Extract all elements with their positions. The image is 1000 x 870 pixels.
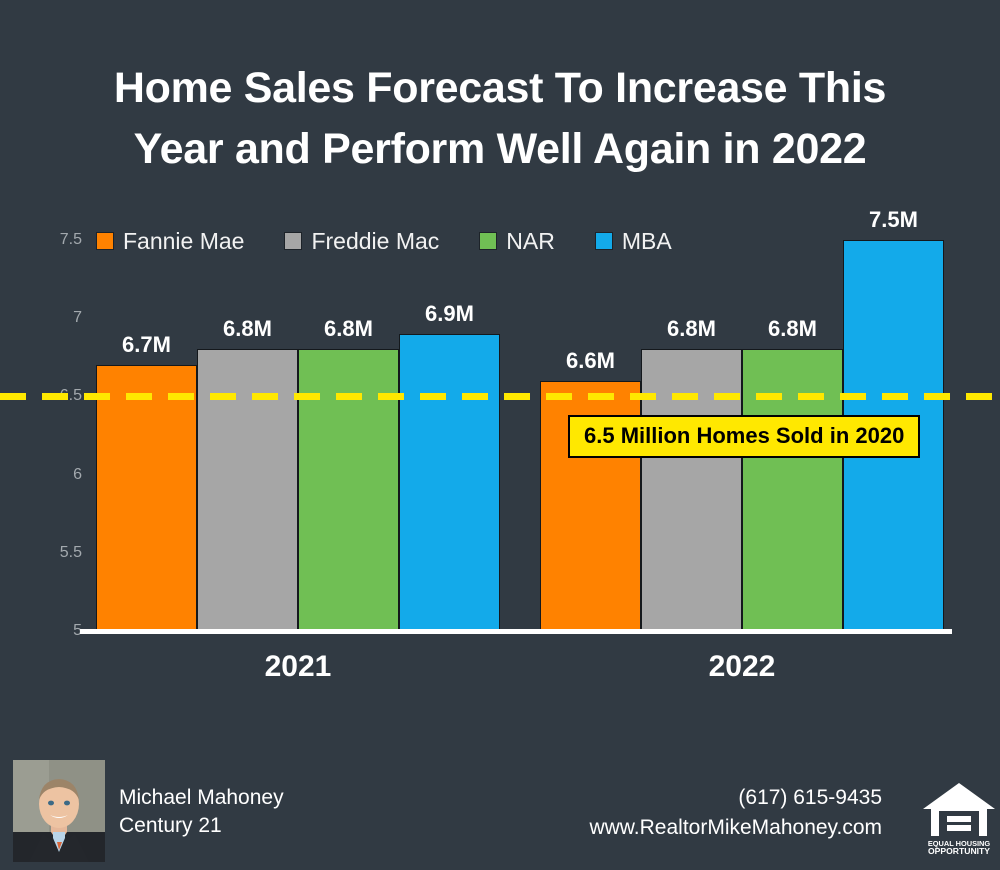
equal-housing-icon: EQUAL HOUSING OPPORTUNITY — [923, 783, 995, 856]
bar-value-label: 7.5M — [869, 207, 918, 232]
contact-info: (617) 615-9435 www.RealtorMikeMahoney.co… — [589, 783, 882, 843]
legend-swatch-icon — [594, 232, 613, 250]
bar-value-label: 6.8M — [324, 316, 373, 342]
reference-line-dashed — [0, 393, 1000, 401]
headshot-illustration — [13, 760, 105, 862]
bar-value-label: 6.9M — [425, 300, 474, 326]
page-title: Home Sales Forecast To Increase This Yea… — [0, 58, 1000, 180]
chart-legend: Fannie Mae Freddie Mac NAR MBA — [96, 228, 672, 254]
bar-value-label: 6.8M — [667, 316, 716, 342]
bar-fannie-mae-2021[interactable] — [96, 365, 197, 631]
bar-freddie-mac-2021[interactable] — [197, 349, 298, 631]
legend-swatch-icon — [96, 232, 114, 250]
legend-label: NAR — [506, 227, 555, 254]
contact-phone[interactable]: (617) 615-9435 — [738, 786, 882, 809]
legend-swatch-icon — [479, 232, 498, 250]
x-axis-tick-label-2021: 2021 — [264, 650, 332, 683]
y-axis-tick-label: 6 — [73, 465, 82, 483]
y-axis-tick-label: 5.5 — [59, 543, 82, 561]
legend-item-freddie-mac[interactable]: Freddie Mac — [284, 228, 439, 255]
page-title-line-1: Home Sales Forecast To Increase This — [113, 64, 887, 112]
bar-value-label: 6.8M — [768, 316, 817, 342]
equal-housing-opportunity-logo: EQUAL HOUSING OPPORTUNITY — [920, 778, 998, 856]
bar-nar-2021[interactable] — [298, 349, 399, 631]
y-axis-tick-label: 7.5 — [59, 231, 82, 248]
legend-label: Freddie Mac — [311, 227, 440, 254]
footer-bar: Michael Mahoney Century 21 (617) 615-943… — [0, 745, 1000, 870]
page-title-line-2: Year and Perform Well Again in 2022 — [133, 125, 867, 173]
eho-text-line-1: EQUAL HOUSING — [928, 839, 991, 848]
bar-value-label: 6.7M — [122, 332, 171, 358]
legend-label: MBA — [621, 227, 672, 254]
legend-swatch-icon — [284, 232, 303, 250]
legend-item-nar[interactable]: NAR — [479, 228, 555, 255]
contact-website[interactable]: www.RealtorMikeMahoney.com — [589, 816, 882, 839]
reference-line-callout: 6.5 Million Homes Sold in 2020 — [568, 415, 921, 458]
x-axis-line — [80, 629, 952, 634]
bar-mba-2021[interactable] — [399, 333, 500, 631]
y-axis-tick-label: 5 — [73, 622, 82, 639]
legend-item-mba[interactable]: MBA — [594, 227, 672, 255]
bar-freddie-mac-2022[interactable] — [641, 349, 742, 631]
eho-text-line-2: OPPORTUNITY — [928, 846, 990, 856]
agent-headshot-photo — [13, 760, 105, 862]
legend-label: Fannie Mae — [123, 227, 245, 254]
agent-info: Michael Mahoney Century 21 — [119, 784, 284, 840]
agent-name: Michael Mahoney — [119, 786, 284, 809]
bar-nar-2022[interactable] — [742, 349, 843, 631]
legend-item-fannie-mae[interactable]: Fannie Mae — [96, 228, 244, 255]
bar-value-label: 6.8M — [223, 316, 272, 342]
y-axis-tick-label: 7 — [73, 309, 82, 327]
x-axis-tick-label-2022: 2022 — [708, 650, 776, 683]
bar-value-label: 6.6M — [566, 347, 615, 373]
agent-company: Century 21 — [119, 814, 222, 837]
